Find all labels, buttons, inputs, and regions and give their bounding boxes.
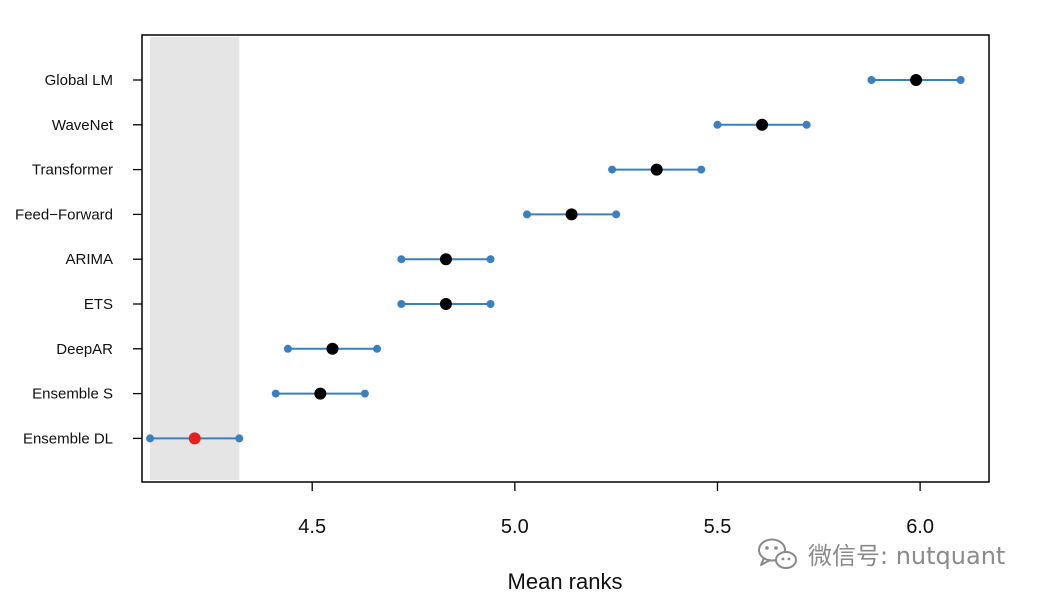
watermark: 微信号: nutquant bbox=[758, 538, 1005, 570]
row-transformer bbox=[608, 163, 706, 176]
x-axis-title: Mean ranks bbox=[508, 569, 623, 594]
mean-point bbox=[650, 163, 663, 176]
interval-upper-point bbox=[235, 434, 244, 443]
interval-lower-point bbox=[271, 389, 280, 398]
mean-point bbox=[439, 298, 452, 310]
mean-point bbox=[439, 253, 452, 266]
interval-upper-point bbox=[612, 210, 621, 219]
interval-lower-point bbox=[713, 120, 722, 129]
y-tick-label: DeepAR bbox=[56, 341, 113, 358]
y-tick-label: Feed−Forward bbox=[15, 206, 113, 223]
watermark-text: 微信号: nutquant bbox=[808, 542, 1005, 570]
row-ets bbox=[397, 298, 495, 310]
x-tick-label: 4.5 bbox=[298, 516, 326, 538]
interval-upper-point bbox=[373, 344, 382, 353]
mean-point bbox=[756, 118, 769, 131]
y-tick-label: ARIMA bbox=[65, 251, 113, 268]
x-tick-label: 5.5 bbox=[704, 516, 732, 538]
interval-lower-point bbox=[283, 344, 292, 353]
y-tick-label: ETS bbox=[84, 296, 113, 313]
critical-difference-band-layer bbox=[150, 37, 240, 480]
interval-layer bbox=[146, 74, 965, 445]
mean-point bbox=[565, 208, 578, 221]
y-tick-label: WaveNet bbox=[52, 117, 114, 134]
interval-lower-point bbox=[146, 434, 155, 443]
interval-upper-point bbox=[486, 255, 495, 264]
interval-lower-point bbox=[523, 210, 531, 219]
y-tick-label: Global LM bbox=[45, 72, 113, 89]
interval-upper-point bbox=[802, 120, 811, 129]
critical-difference-band bbox=[150, 37, 240, 480]
interval-upper-point bbox=[956, 76, 965, 84]
highlight-mean-point bbox=[188, 432, 201, 445]
interval-lower-point bbox=[867, 76, 876, 84]
x-tick-label: 6.0 bbox=[906, 516, 934, 538]
interval-lower-point bbox=[397, 255, 406, 264]
row-arima bbox=[397, 253, 495, 266]
interval-upper-point bbox=[697, 165, 706, 174]
row-global-lm bbox=[867, 74, 965, 86]
row-wavenet bbox=[713, 118, 811, 131]
interval-upper-point bbox=[486, 300, 495, 308]
row-feed-forward bbox=[523, 208, 621, 221]
wechat-icon bbox=[758, 538, 797, 569]
interval-upper-point bbox=[360, 389, 369, 398]
mean-point bbox=[326, 342, 339, 355]
plot-frame bbox=[141, 34, 990, 483]
row-ensemble-s bbox=[271, 387, 369, 400]
interval-lower-point bbox=[608, 165, 617, 174]
mean-point bbox=[314, 387, 327, 400]
x-tick-label: 5.0 bbox=[501, 516, 529, 538]
y-axis: Global LM WaveNet Transformer Feed−Forward A… bbox=[15, 72, 142, 447]
x-axis: 4.5 5.0 5.5 6.0 bbox=[298, 482, 934, 538]
interval-lower-point bbox=[397, 300, 406, 308]
y-tick-label: Transformer bbox=[32, 162, 113, 179]
row-deepar bbox=[283, 342, 382, 355]
row-ensemble-dl bbox=[146, 432, 244, 445]
mean-point bbox=[910, 74, 923, 86]
y-tick-label: Ensemble DL bbox=[23, 430, 113, 447]
y-tick-label: Ensemble S bbox=[32, 386, 113, 403]
